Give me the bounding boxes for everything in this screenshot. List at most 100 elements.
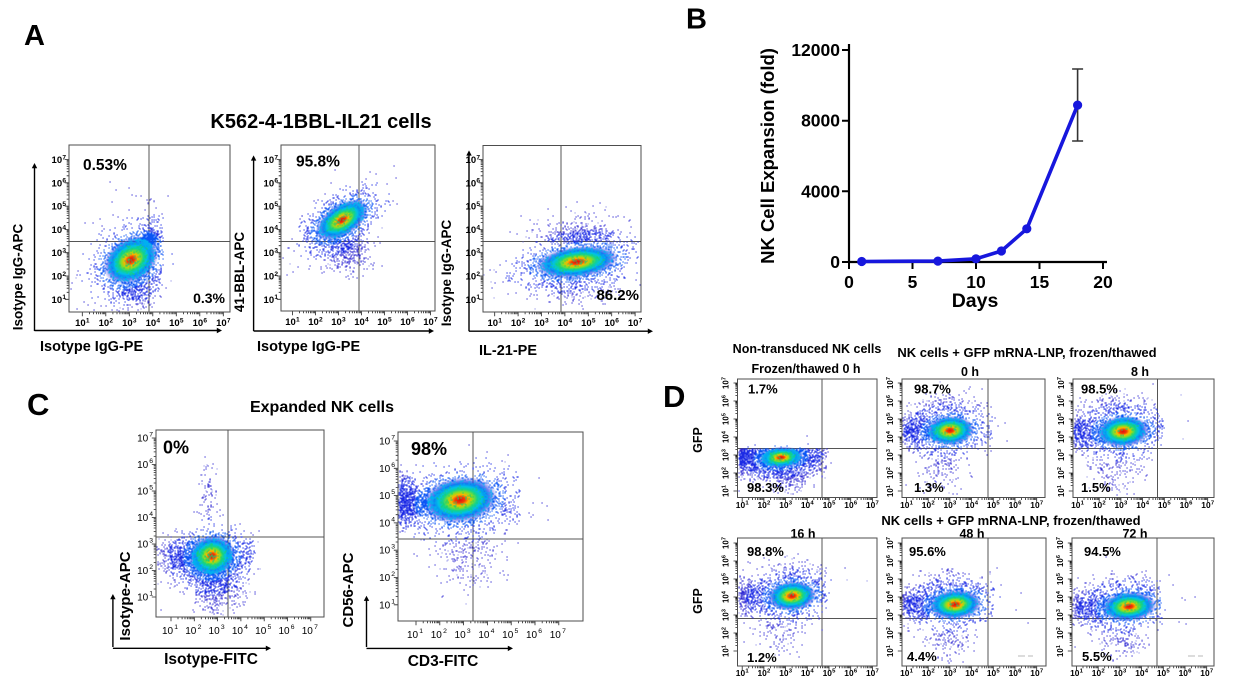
svg-text:72 h: 72 h bbox=[1122, 527, 1147, 541]
svg-text:105: 105 bbox=[1158, 500, 1172, 510]
svg-text:48 h: 48 h bbox=[959, 527, 984, 541]
svg-text:101: 101 bbox=[736, 500, 750, 510]
svg-text:101: 101 bbox=[75, 317, 90, 329]
svg-text:98.7%: 98.7% bbox=[914, 382, 951, 397]
svg-text:102: 102 bbox=[722, 467, 731, 479]
svg-text:104: 104 bbox=[354, 316, 369, 328]
svg-text:107: 107 bbox=[1200, 668, 1214, 678]
svg-text:A: A bbox=[24, 20, 45, 52]
svg-text:0: 0 bbox=[830, 252, 840, 272]
svg-text:102: 102 bbox=[264, 271, 279, 283]
svg-text:CD3-FITC: CD3-FITC bbox=[408, 653, 479, 670]
svg-text:101: 101 bbox=[886, 645, 895, 657]
svg-text:106: 106 bbox=[844, 668, 858, 678]
svg-text:102: 102 bbox=[722, 627, 731, 639]
svg-text:103: 103 bbox=[886, 609, 895, 621]
svg-text:94.5%: 94.5% bbox=[1084, 544, 1121, 559]
svg-text:105: 105 bbox=[987, 668, 1001, 678]
svg-text:5: 5 bbox=[908, 272, 918, 292]
svg-text:105: 105 bbox=[823, 500, 837, 510]
svg-text:106: 106 bbox=[1179, 668, 1193, 678]
svg-text:102: 102 bbox=[308, 316, 323, 328]
svg-text:101: 101 bbox=[722, 645, 731, 657]
svg-text:104: 104 bbox=[886, 590, 895, 603]
svg-text:98.8%: 98.8% bbox=[747, 544, 784, 559]
svg-text:107: 107 bbox=[216, 317, 231, 329]
svg-text:0.53%: 0.53% bbox=[83, 157, 127, 174]
svg-text:104: 104 bbox=[264, 224, 279, 236]
svg-text:20: 20 bbox=[1093, 272, 1113, 292]
svg-text:103: 103 bbox=[722, 609, 731, 621]
svg-text:101: 101 bbox=[1056, 645, 1065, 657]
svg-text:D: D bbox=[663, 379, 685, 414]
svg-text:105: 105 bbox=[264, 201, 279, 213]
svg-text:106: 106 bbox=[1057, 395, 1066, 407]
svg-text:101: 101 bbox=[722, 485, 731, 497]
svg-text:103: 103 bbox=[943, 668, 957, 678]
svg-text:102: 102 bbox=[757, 668, 771, 678]
svg-text:15: 15 bbox=[1030, 272, 1050, 292]
svg-text:4.4%: 4.4% bbox=[907, 649, 937, 664]
svg-text:0.3%: 0.3% bbox=[193, 290, 225, 306]
svg-text:86.2%: 86.2% bbox=[596, 287, 639, 304]
svg-text:101: 101 bbox=[900, 500, 914, 510]
svg-text:106: 106 bbox=[886, 555, 895, 567]
svg-text:105: 105 bbox=[1157, 668, 1171, 678]
svg-text:98.3%: 98.3% bbox=[747, 480, 784, 495]
svg-text:106: 106 bbox=[1009, 668, 1023, 678]
svg-text:1.3%: 1.3% bbox=[914, 480, 944, 495]
svg-text:107: 107 bbox=[52, 154, 67, 166]
svg-text:104: 104 bbox=[965, 668, 979, 678]
svg-text:107: 107 bbox=[466, 154, 481, 166]
svg-text:107: 107 bbox=[886, 537, 895, 549]
svg-text:101: 101 bbox=[466, 294, 481, 306]
svg-text:104: 104 bbox=[965, 500, 979, 510]
svg-text:CD56-APC: CD56-APC bbox=[340, 552, 357, 627]
svg-text:105: 105 bbox=[987, 500, 1001, 510]
svg-text:NK cells + GFP mRNA-LNP, froze: NK cells + GFP mRNA-LNP, frozen/thawed bbox=[897, 345, 1156, 360]
svg-text:103: 103 bbox=[534, 317, 549, 329]
svg-text:106: 106 bbox=[722, 395, 731, 407]
svg-text:103: 103 bbox=[264, 248, 279, 260]
svg-text:106: 106 bbox=[1180, 500, 1194, 510]
svg-text:Isotype IgG-APC: Isotype IgG-APC bbox=[439, 219, 454, 326]
svg-text:5.5%: 5.5% bbox=[1082, 649, 1112, 664]
svg-text:105: 105 bbox=[886, 413, 895, 425]
svg-text:Days: Days bbox=[952, 290, 999, 312]
svg-text:103: 103 bbox=[52, 248, 67, 260]
svg-text:105: 105 bbox=[1056, 573, 1065, 585]
svg-text:101: 101 bbox=[1070, 668, 1084, 678]
svg-text:107: 107 bbox=[1057, 377, 1066, 389]
svg-text:102: 102 bbox=[52, 271, 67, 283]
svg-text:Expanded NK cells: Expanded NK cells bbox=[250, 399, 394, 416]
svg-text:107: 107 bbox=[1056, 537, 1065, 549]
svg-text:Non-transduced NK cells: Non-transduced NK cells bbox=[733, 342, 882, 356]
svg-text:102: 102 bbox=[1056, 627, 1065, 639]
svg-text:107: 107 bbox=[866, 500, 880, 510]
svg-text:1.7%: 1.7% bbox=[748, 382, 778, 397]
svg-text:103: 103 bbox=[722, 449, 731, 461]
svg-text:101: 101 bbox=[52, 294, 67, 306]
svg-text:107: 107 bbox=[722, 537, 731, 549]
svg-text:107: 107 bbox=[1201, 500, 1215, 510]
svg-text:1.2%: 1.2% bbox=[747, 650, 777, 665]
svg-text:104: 104 bbox=[801, 668, 815, 678]
svg-text:103: 103 bbox=[779, 500, 793, 510]
svg-text:B: B bbox=[686, 4, 707, 36]
svg-text:98%: 98% bbox=[411, 439, 447, 459]
svg-text:102: 102 bbox=[1092, 668, 1106, 678]
svg-text:103: 103 bbox=[1113, 668, 1127, 678]
svg-text:K562-4-1BBL-IL21 cells: K562-4-1BBL-IL21 cells bbox=[210, 111, 431, 133]
svg-text:Isotype-FITC: Isotype-FITC bbox=[164, 651, 258, 668]
svg-text:NK cells + GFP mRNA-LNP, froze: NK cells + GFP mRNA-LNP, frozen/thawed bbox=[881, 513, 1140, 528]
svg-text:8000: 8000 bbox=[801, 111, 840, 131]
svg-text:107: 107 bbox=[1030, 500, 1044, 510]
svg-text:107: 107 bbox=[423, 316, 438, 328]
svg-text:0%: 0% bbox=[163, 438, 189, 458]
svg-text:NK Cell Expansion (fold): NK Cell Expansion (fold) bbox=[757, 48, 778, 264]
svg-text:106: 106 bbox=[193, 317, 208, 329]
svg-text:4000: 4000 bbox=[801, 181, 840, 201]
svg-text:Isotype IgG-APC: Isotype IgG-APC bbox=[11, 223, 26, 330]
svg-text:104: 104 bbox=[52, 224, 67, 236]
svg-text:107: 107 bbox=[1030, 668, 1044, 678]
